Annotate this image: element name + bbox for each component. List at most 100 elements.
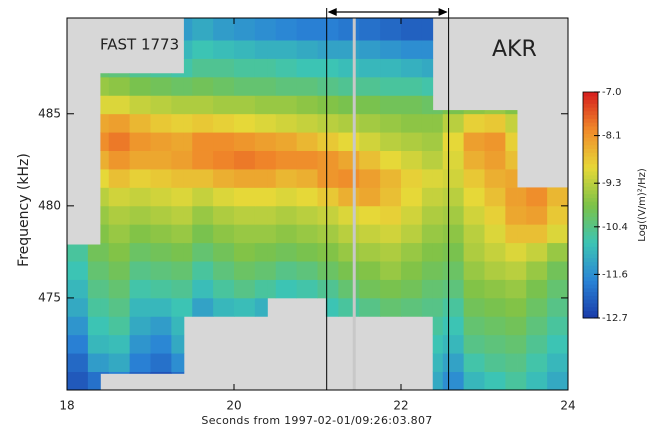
heatmap-cell [213,187,235,207]
heatmap-cell [317,95,327,115]
heatmap-cell [484,132,506,151]
heatmap-cell [317,58,327,78]
heatmap-cell [267,150,277,170]
heatmap-cell [317,187,327,207]
colorbar-swatch [583,99,598,104]
heatmap-cell [463,334,485,354]
heatmap-cell [442,169,465,188]
heatmap-cell [171,297,185,317]
colorbar-swatch [583,189,598,195]
heatmap-cell [484,371,506,390]
colorbar-swatch [583,295,598,300]
heatmap-cell [254,242,268,262]
y-tick-label: 485 [38,106,61,120]
heatmap-cell [213,132,235,151]
heatmap-cell [325,261,339,280]
heatmap-cell [517,353,527,372]
heatmap-cell [547,261,568,280]
x-tick-label: 20 [226,399,241,413]
heatmap-cell [275,18,298,41]
heatmap-cell [254,297,268,317]
heatmap-cell [296,169,318,188]
heatmap-cell [432,261,444,280]
heatmap-cell [359,169,381,188]
heatmap-cell [100,95,110,115]
heatmap-cell [296,224,318,244]
heatmap-cell [442,297,465,317]
heatmap-cell [338,40,360,59]
heatmap-cell [517,242,527,262]
heatmap-cell [421,242,434,262]
heatmap-cell [401,150,423,170]
heatmap-cell [100,242,110,262]
heatmap-cell [484,187,506,207]
heatmap-cell [275,40,298,59]
heatmap-cell [484,150,506,170]
heatmap-cell [380,40,402,59]
colorbar-swatch [583,223,598,229]
heatmap-cell [463,353,485,372]
heatmap-cell [421,18,434,41]
heatmap-cell [484,316,506,336]
colorbar: -7.0 -8.1 -9.3 -10.4 -11.6 -12.7 [582,87,628,324]
colorbar-swatch [583,246,598,251]
heatmap-cell [442,371,465,390]
heatmap-cell [401,18,423,41]
heatmap-cell [505,187,518,207]
colorbar-swatch [583,122,598,127]
heatmap-cell [213,113,235,133]
heatmap-cell [401,58,423,78]
colorbar-swatch [583,208,598,214]
heatmap-cell [108,132,131,151]
heatmap-cell [505,371,518,390]
heatmap-cell [421,261,434,280]
heatmap-cell [317,261,327,280]
heatmap-cell [87,316,101,336]
heatmap-cell [183,169,193,188]
colorbar-swatch [583,242,598,247]
heatmap-cell [150,334,172,354]
heatmap-cell [317,40,327,59]
heatmap-cell [359,18,381,41]
heatmap-cell [359,58,381,78]
heatmap-cell [150,205,172,225]
heatmap-cell [267,76,277,96]
heatmap-cell [338,224,360,244]
heatmap-cell [296,18,318,41]
heatmap-cell [421,205,434,225]
heatmap-cell [484,205,506,225]
heatmap-cell [526,371,548,390]
heatmap-cell [129,150,151,170]
heatmap-cell [505,334,518,354]
heatmap-cell [234,18,256,41]
heatmap-cell [192,242,214,262]
heatmap-cell [325,113,339,133]
heatmap-cell [505,169,518,188]
heatmap-cell [108,316,131,336]
colorbar-swatch [583,231,598,236]
heatmap-cell [275,95,298,115]
heatmap-cell [171,132,185,151]
heatmap-cell [150,150,172,170]
heatmap-cell [296,187,318,207]
heatmap-cell [380,205,402,225]
heatmap-cell [213,242,235,262]
x-axis-label: Seconds from 1997-02-01/09:26:03.807 [201,414,432,427]
heatmap-cell [401,205,423,225]
heatmap-cell [517,297,527,317]
heatmap-cell [192,187,214,207]
heatmap-cell [171,242,185,262]
heatmap-cell [108,205,131,225]
heatmap-cell [526,297,548,317]
heatmap-cell [100,150,110,170]
heatmap-cell [275,187,298,207]
heatmap-cell [380,187,402,207]
colorbar-swatch [583,257,598,262]
heatmap-cell [192,205,214,225]
heatmap-cell [192,132,214,151]
colorbar-swatch [583,171,598,176]
heatmap-cell [359,205,381,225]
heatmap-cell [432,187,444,207]
colorbar-swatch [583,118,598,123]
heatmap-cell [87,297,101,317]
